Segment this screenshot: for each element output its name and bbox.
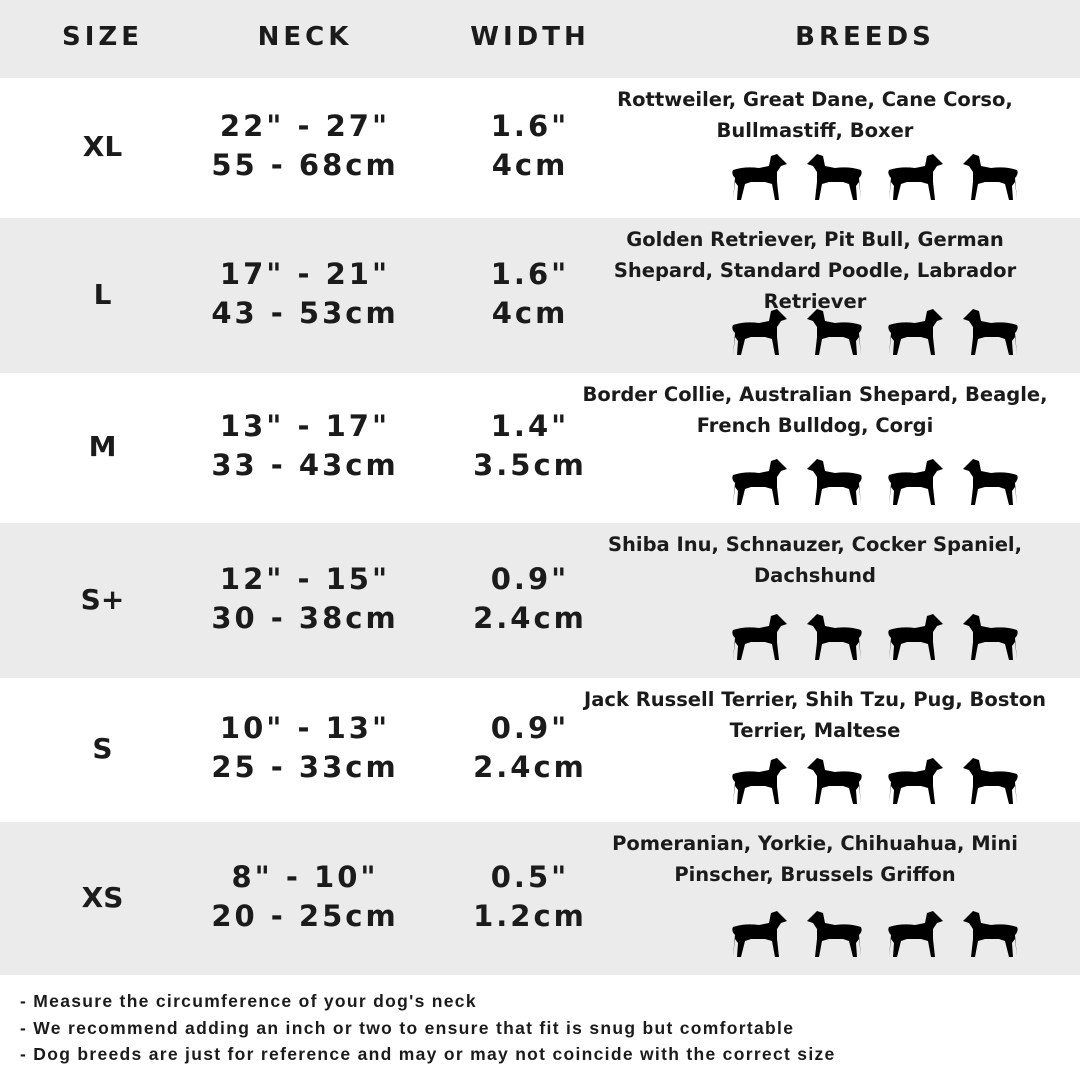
width-cm: 1.2cm [473, 898, 587, 933]
bullmastiff-silhouette-icon [963, 154, 1018, 200]
rottweiler-silhouette-icon [732, 154, 787, 200]
neck-inches: 17" - 21" [219, 256, 391, 291]
header-size: SIZE [61, 22, 143, 52]
cane-corso-silhouette-icon [888, 154, 943, 200]
width-inches: 0.9" [490, 561, 570, 596]
width-cm: 4cm [491, 148, 569, 182]
neck-measure: 22" - 27" 55 - 68cm [190, 107, 420, 185]
neck-inches: 8" - 10" [231, 859, 379, 894]
note: - We recommend adding an inch or two to … [20, 1017, 795, 1038]
width-inches: 0.9" [490, 711, 570, 745]
breed-silhouettes [725, 750, 1025, 810]
dachshund-silhouette-icon [963, 614, 1018, 660]
chihuahua-silhouette-icon [888, 911, 943, 957]
width-cm: 2.4cm [473, 750, 587, 784]
corgi-silhouette-icon [963, 459, 1018, 505]
size-label: XL [82, 130, 123, 163]
neck-measure: 17" - 21" 43 - 53cm [190, 255, 420, 333]
golden-retriever-silhouette-icon [732, 309, 787, 355]
maltese-silhouette-icon [963, 758, 1018, 804]
breeds-list: Shiba Inu, Schnauzer, Cocker Spaniel, Da… [565, 529, 1065, 591]
size-label: M [88, 430, 117, 463]
size-row: XS 8" - 10" 20 - 25cm 0.5" 1.2cm Pomeran… [0, 822, 1080, 975]
cocker-spaniel-silhouette-icon [888, 614, 943, 660]
breeds-list: Golden Retriever, Pit Bull, German Shepa… [565, 224, 1065, 317]
schnauzer-silhouette-icon [807, 614, 862, 660]
size-row: S+ 12" - 15" 30 - 38cm 0.9" 2.4cm Shiba … [0, 523, 1080, 678]
neck-measure: 8" - 10" 20 - 25cm [190, 858, 420, 936]
width-inches: 1.4" [490, 409, 570, 443]
header-width: WIDTH [470, 22, 590, 52]
yorkie-silhouette-icon [807, 911, 862, 957]
width-measure: 0.9" 2.4cm [440, 560, 620, 638]
size-row: M 13" - 17" 33 - 43cm 1.4" 3.5cm Border … [0, 373, 1080, 523]
breed-silhouettes [725, 903, 1025, 963]
neck-inches: 10" - 13" [219, 711, 391, 745]
neck-cm: 30 - 38cm [211, 600, 399, 635]
labrador-silhouette-icon [807, 309, 862, 355]
breeds-text: Shiba Inu, Schnauzer, Cocker Spaniel, Da… [607, 533, 1023, 587]
german-shepherd-silhouette-icon [963, 309, 1018, 355]
pomeranian-silhouette-icon [732, 911, 787, 957]
breed-silhouettes [725, 146, 1025, 206]
size-label: S+ [80, 582, 125, 616]
neck-cm: 55 - 68cm [211, 148, 399, 182]
breeds-text: Pomeranian, Yorkie, Chihuahua, Mini Pins… [612, 832, 1018, 886]
breeds-text: Jack Russell Terrier, Shih Tzu, Pug, Bos… [583, 688, 1047, 742]
note: - Dog breeds are just for reference and … [20, 1044, 836, 1064]
breeds-list: Rottweiler, Great Dane, Cane Corso, Bull… [565, 84, 1065, 146]
neck-inches: 13" - 17" [219, 409, 391, 443]
neck-inches: 12" - 15" [219, 561, 391, 596]
beagle-silhouette-icon [807, 459, 862, 505]
neck-inches: 22" - 27" [219, 109, 391, 143]
width-measure: 0.9" 2.4cm [440, 709, 620, 787]
breeds-list: Jack Russell Terrier, Shih Tzu, Pug, Bos… [565, 684, 1065, 746]
table-header: SIZE NECK WIDTH BREEDS [0, 0, 1080, 78]
breeds-text: Golden Retriever, Pit Bull, German Shepa… [613, 228, 1017, 313]
note: - Measure the circumference of your dog'… [20, 991, 477, 1011]
width-inches: 1.6" [490, 256, 570, 291]
width-cm: 3.5cm [473, 448, 587, 482]
french-bulldog-silhouette-icon [888, 459, 943, 505]
header-neck: NECK [257, 22, 353, 52]
shih-tzu-silhouette-icon [807, 758, 862, 804]
breed-silhouettes [725, 451, 1025, 511]
size-label: S [92, 732, 113, 765]
breed-silhouettes [725, 301, 1025, 361]
jack-russell-silhouette-icon [732, 758, 787, 804]
poodle-silhouette-icon [888, 309, 943, 355]
breeds-list: Pomeranian, Yorkie, Chihuahua, Mini Pins… [565, 828, 1065, 890]
width-measure: 1.6" 4cm [440, 107, 620, 185]
size-row: L 17" - 21" 43 - 53cm 1.6" 4cm Golden Re… [0, 218, 1080, 373]
header-breeds: BREEDS [795, 22, 935, 52]
width-inches: 1.6" [490, 109, 570, 143]
size-label: L [93, 277, 112, 311]
pug-silhouette-icon [888, 758, 943, 804]
size-row: S 10" - 13" 25 - 33cm 0.9" 2.4cm Jack Ru… [0, 678, 1080, 822]
neck-cm: 20 - 25cm [211, 898, 399, 933]
australian-shepherd-silhouette-icon [732, 459, 787, 505]
size-row: XL 22" - 27" 55 - 68cm 1.6" 4cm Rottweil… [0, 78, 1080, 218]
neck-cm: 43 - 53cm [211, 295, 399, 330]
neck-measure: 12" - 15" 30 - 38cm [190, 560, 420, 638]
neck-cm: 25 - 33cm [211, 750, 399, 784]
breeds-text: Rottweiler, Great Dane, Cane Corso, Bull… [617, 88, 1013, 142]
mini-pinscher-silhouette-icon [963, 911, 1018, 957]
breed-silhouettes [725, 606, 1025, 666]
width-cm: 4cm [491, 295, 569, 330]
width-inches: 0.5" [490, 859, 570, 894]
neck-measure: 13" - 17" 33 - 43cm [190, 407, 420, 485]
width-measure: 1.4" 3.5cm [440, 407, 620, 485]
size-label: XS [81, 880, 124, 914]
great-dane-silhouette-icon [807, 154, 862, 200]
width-measure: 0.5" 1.2cm [440, 858, 620, 936]
width-measure: 1.6" 4cm [440, 255, 620, 333]
width-cm: 2.4cm [473, 600, 587, 635]
neck-cm: 33 - 43cm [211, 448, 399, 482]
neck-measure: 10" - 13" 25 - 33cm [190, 709, 420, 787]
notes: - Measure the circumference of your dog'… [20, 988, 836, 1068]
shiba-inu-silhouette-icon [732, 614, 787, 660]
breeds-text: Border Collie, Australian Shepard, Beagl… [582, 383, 1048, 437]
breeds-list: Border Collie, Australian Shepard, Beagl… [565, 379, 1065, 441]
